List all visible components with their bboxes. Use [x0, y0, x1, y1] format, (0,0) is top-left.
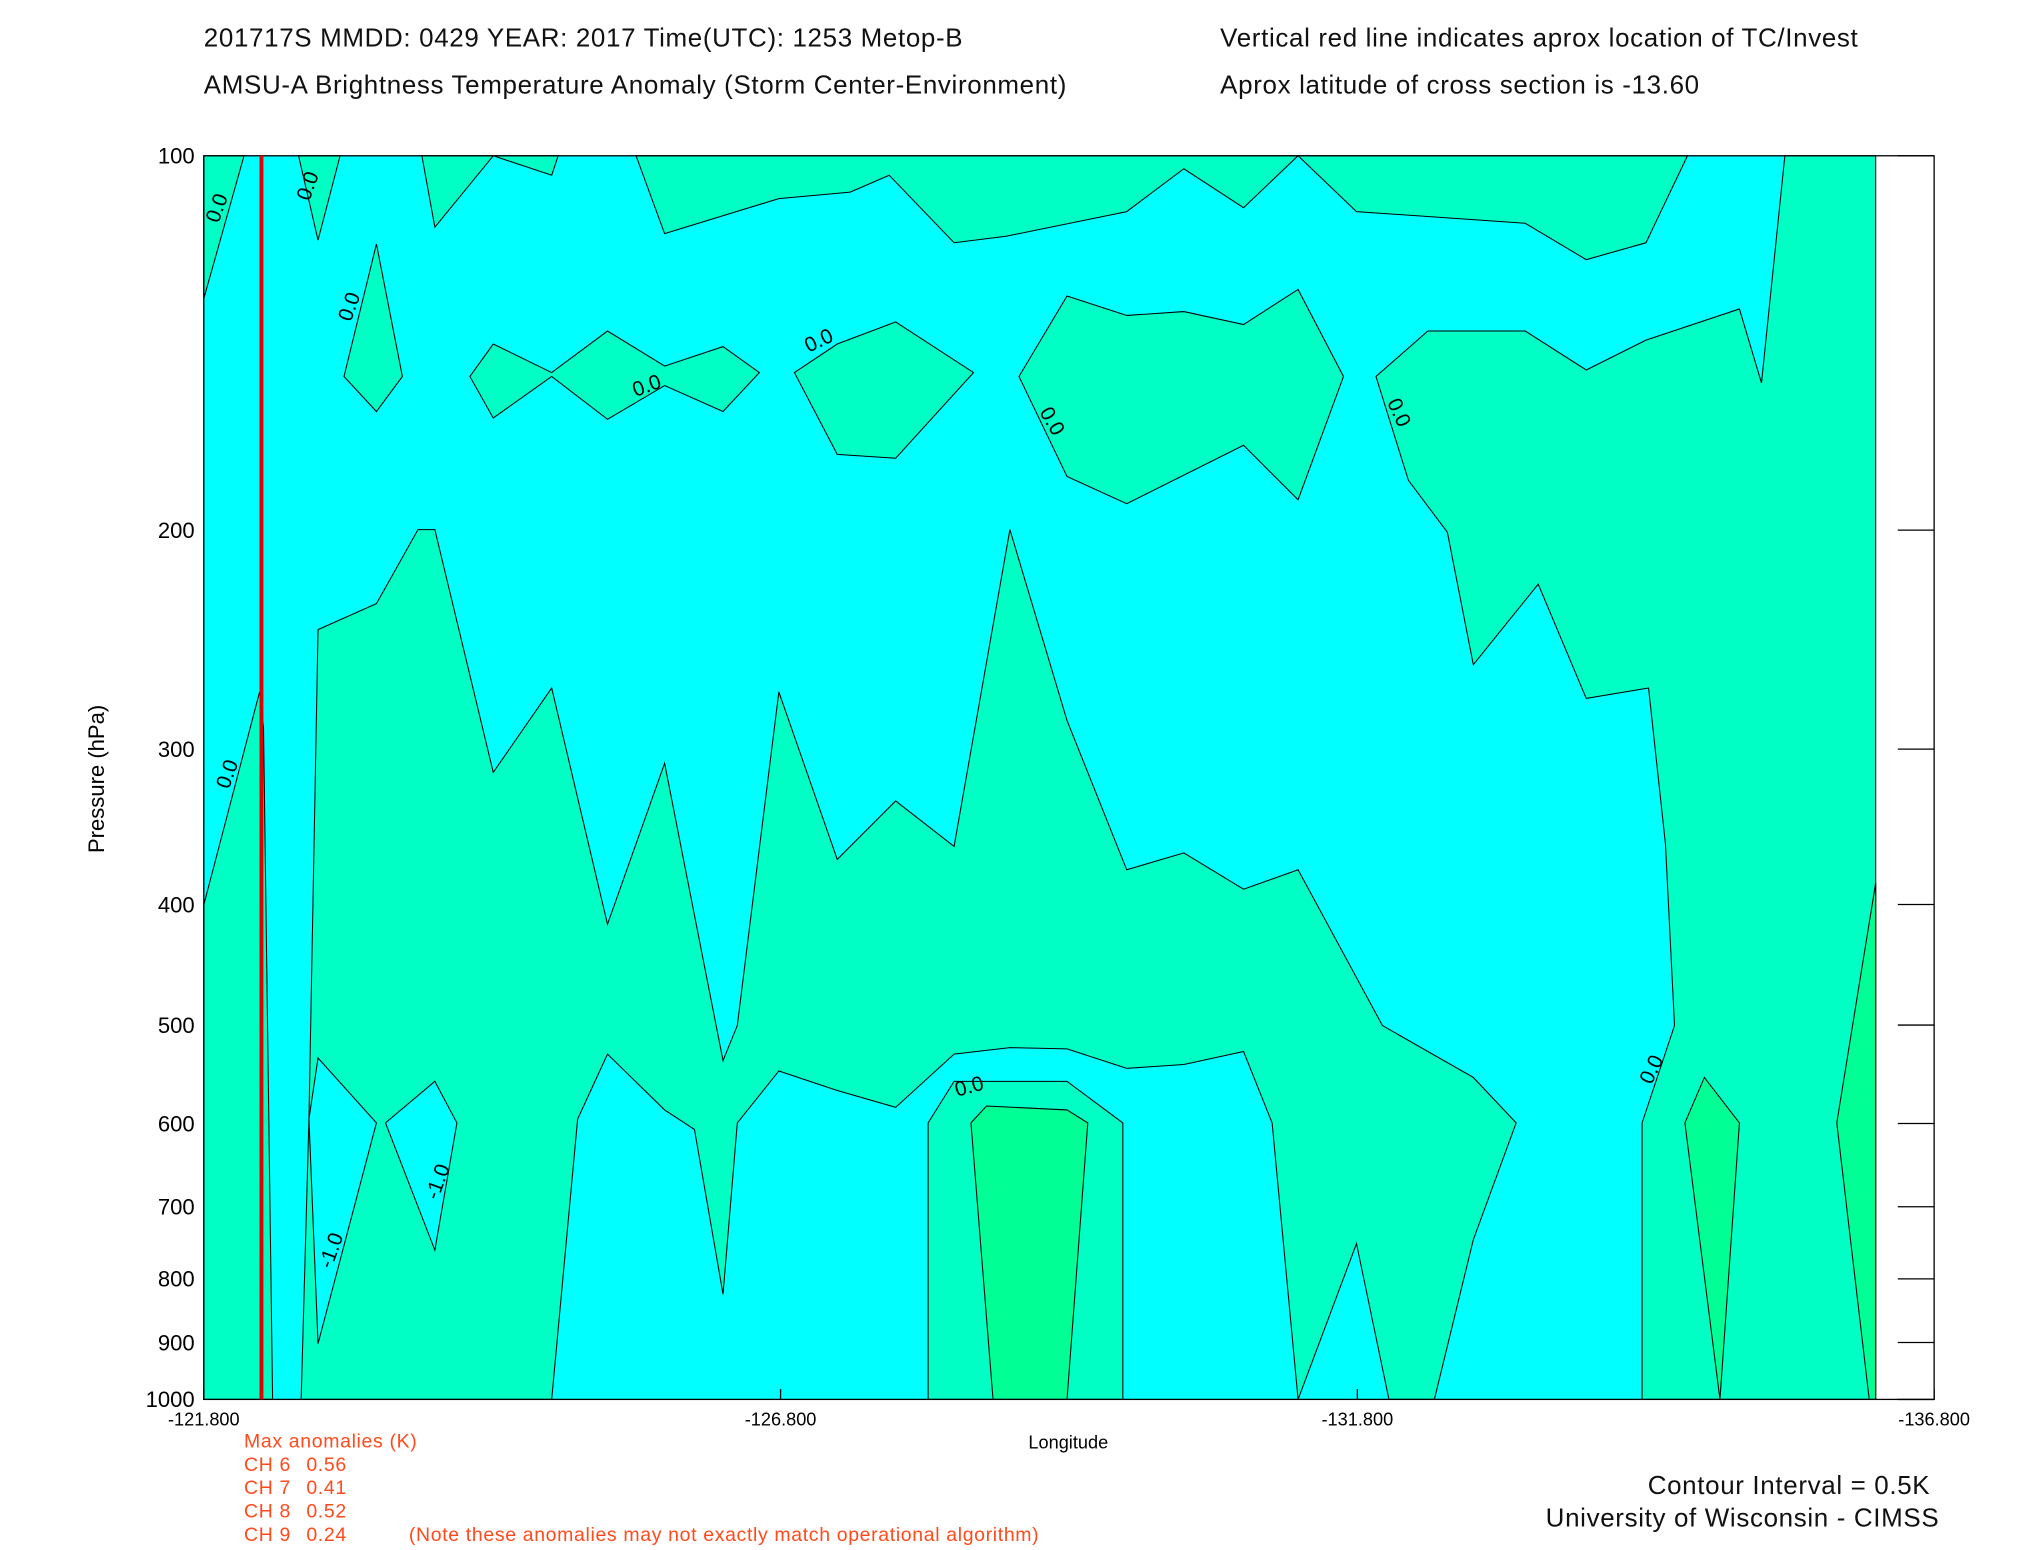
x-tick-label: -121.800	[168, 1409, 240, 1429]
channel-value: 0.56	[306, 1454, 346, 1476]
channel-name: CH 8	[244, 1501, 291, 1523]
y-tick-label: 900	[158, 1330, 195, 1355]
credit: University of Wisconsin - CIMSS	[1546, 1503, 1940, 1533]
channel-name: CH 7	[244, 1477, 291, 1499]
y-tick-label: 1000	[146, 1387, 195, 1412]
y-tick-label: 300	[158, 737, 195, 762]
contour-region	[1018, 288, 1345, 505]
contour-interval: Contour Interval = 0.5K	[1648, 1470, 1931, 1500]
x-axis-label: Longitude	[1028, 1433, 1108, 1453]
contour-region	[1375, 155, 1877, 1400]
y-tick-label: 600	[158, 1111, 195, 1136]
note: Aprox latitude of cross section is -13.6…	[1220, 69, 1700, 99]
channel-value: 0.52	[306, 1501, 346, 1523]
y-tick-label: 800	[158, 1267, 195, 1292]
channel-value: 0.24	[306, 1524, 346, 1546]
plot-frame	[203, 155, 1935, 1401]
contour-region	[300, 529, 1517, 1400]
y-tick-label: 100	[158, 144, 195, 169]
contour-field	[203, 155, 1877, 1400]
x-tick-label: -136.800	[1898, 1409, 1970, 1429]
anomalies-title: Max anomalies (K)	[244, 1430, 417, 1452]
contour-region	[469, 330, 761, 420]
channel-name: CH 9	[244, 1524, 291, 1546]
x-tick-label: -131.800	[1322, 1409, 1394, 1429]
contour-region	[384, 1080, 458, 1253]
contour-region	[1684, 1076, 1740, 1400]
contour-region	[308, 1056, 378, 1344]
x-tick-label: -126.800	[745, 1409, 817, 1429]
y-tick-label: 200	[158, 518, 195, 543]
y-tick-label: 700	[158, 1195, 195, 1220]
y-axis-label: Pressure (hPa)	[84, 705, 109, 853]
y-tick-label: 400	[158, 892, 195, 917]
contour-region	[635, 155, 1689, 261]
contour-region	[343, 243, 403, 413]
chart-title: 201717S MMDD: 0429 YEAR: 2017 Time(UTC):…	[204, 23, 963, 53]
contour-region	[793, 321, 975, 459]
y-tick-label: 500	[158, 1013, 195, 1038]
channel-value: 0.41	[306, 1477, 346, 1499]
chart-subtitle: AMSU-A Brightness Temperature Anomaly (S…	[204, 69, 1067, 99]
note: Vertical red line indicates aprox locati…	[1220, 23, 1858, 53]
anomalies-note: (Note these anomalies may not exactly ma…	[409, 1524, 1039, 1546]
channel-name: CH 6	[244, 1454, 291, 1476]
